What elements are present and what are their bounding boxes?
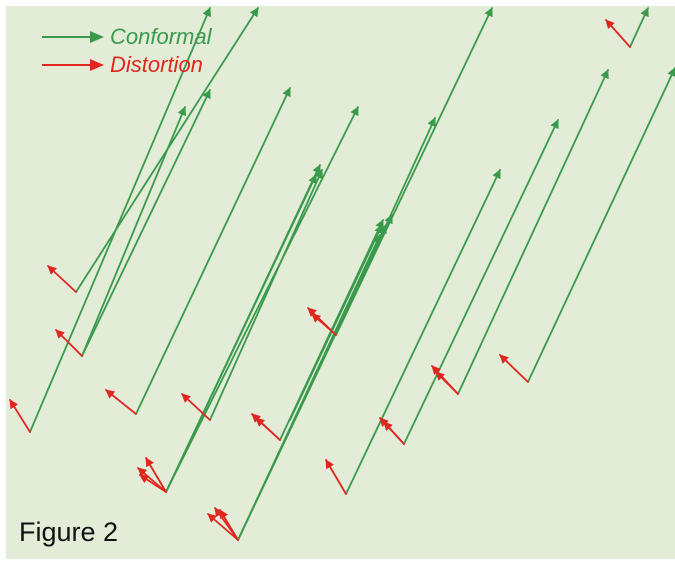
figure-caption: Figure 2 — [19, 517, 119, 547]
conformal-vector-1 — [29, 7, 211, 433]
conformal-vector-15 — [403, 119, 559, 445]
conformal-vector-14 — [345, 169, 501, 495]
distortion-vector-1 — [9, 399, 31, 433]
legend-conformal-label: Conformal — [110, 24, 212, 49]
distortion-vector-7 — [181, 393, 211, 421]
distortion-vector-4 — [105, 389, 137, 415]
conformal-vector-18 — [629, 7, 649, 48]
distortion-vector-8 — [207, 513, 239, 541]
distortion-vector-22 — [255, 417, 281, 441]
conformal-vector-20 — [289, 224, 383, 421]
distortion-vector-17 — [219, 509, 239, 541]
distortion-vector-6 — [145, 457, 167, 493]
conformal-vector-17 — [527, 67, 675, 383]
distortion-vector-16 — [605, 19, 631, 48]
distortion-vector-12 — [325, 459, 347, 495]
conformal-vector-12 — [335, 7, 493, 336]
distortion-vector-19 — [383, 421, 405, 445]
conformal-vector-13 — [335, 117, 436, 336]
conformal-vector-3 — [81, 106, 187, 357]
conformal-vector-8 — [209, 169, 323, 421]
distortion-vectors — [9, 19, 631, 541]
distortion-vector-20 — [435, 371, 459, 395]
conformal-vector-4 — [81, 89, 211, 357]
legend-distortion: Distortion — [40, 51, 203, 79]
conformal-vector-5 — [135, 87, 291, 415]
distortion-vector-15 — [499, 354, 529, 383]
distortion-vector-21 — [311, 313, 337, 336]
legend: Conformal Distortion — [40, 20, 260, 90]
distortion-vector-18 — [139, 474, 167, 493]
conformal-vector-7 — [165, 106, 359, 493]
conformal-arrow-icon — [42, 31, 104, 43]
conformal-vector-19 — [237, 234, 381, 541]
distortion-vector-2 — [47, 265, 77, 293]
conformal-vector-21 — [165, 174, 317, 493]
distortion-arrow-icon — [42, 59, 104, 71]
conformal-vector-16 — [457, 69, 609, 395]
distortion-vector-3 — [55, 329, 83, 357]
legend-distortion-label: Distortion — [110, 52, 203, 77]
legend-conformal: Conformal — [40, 23, 211, 51]
